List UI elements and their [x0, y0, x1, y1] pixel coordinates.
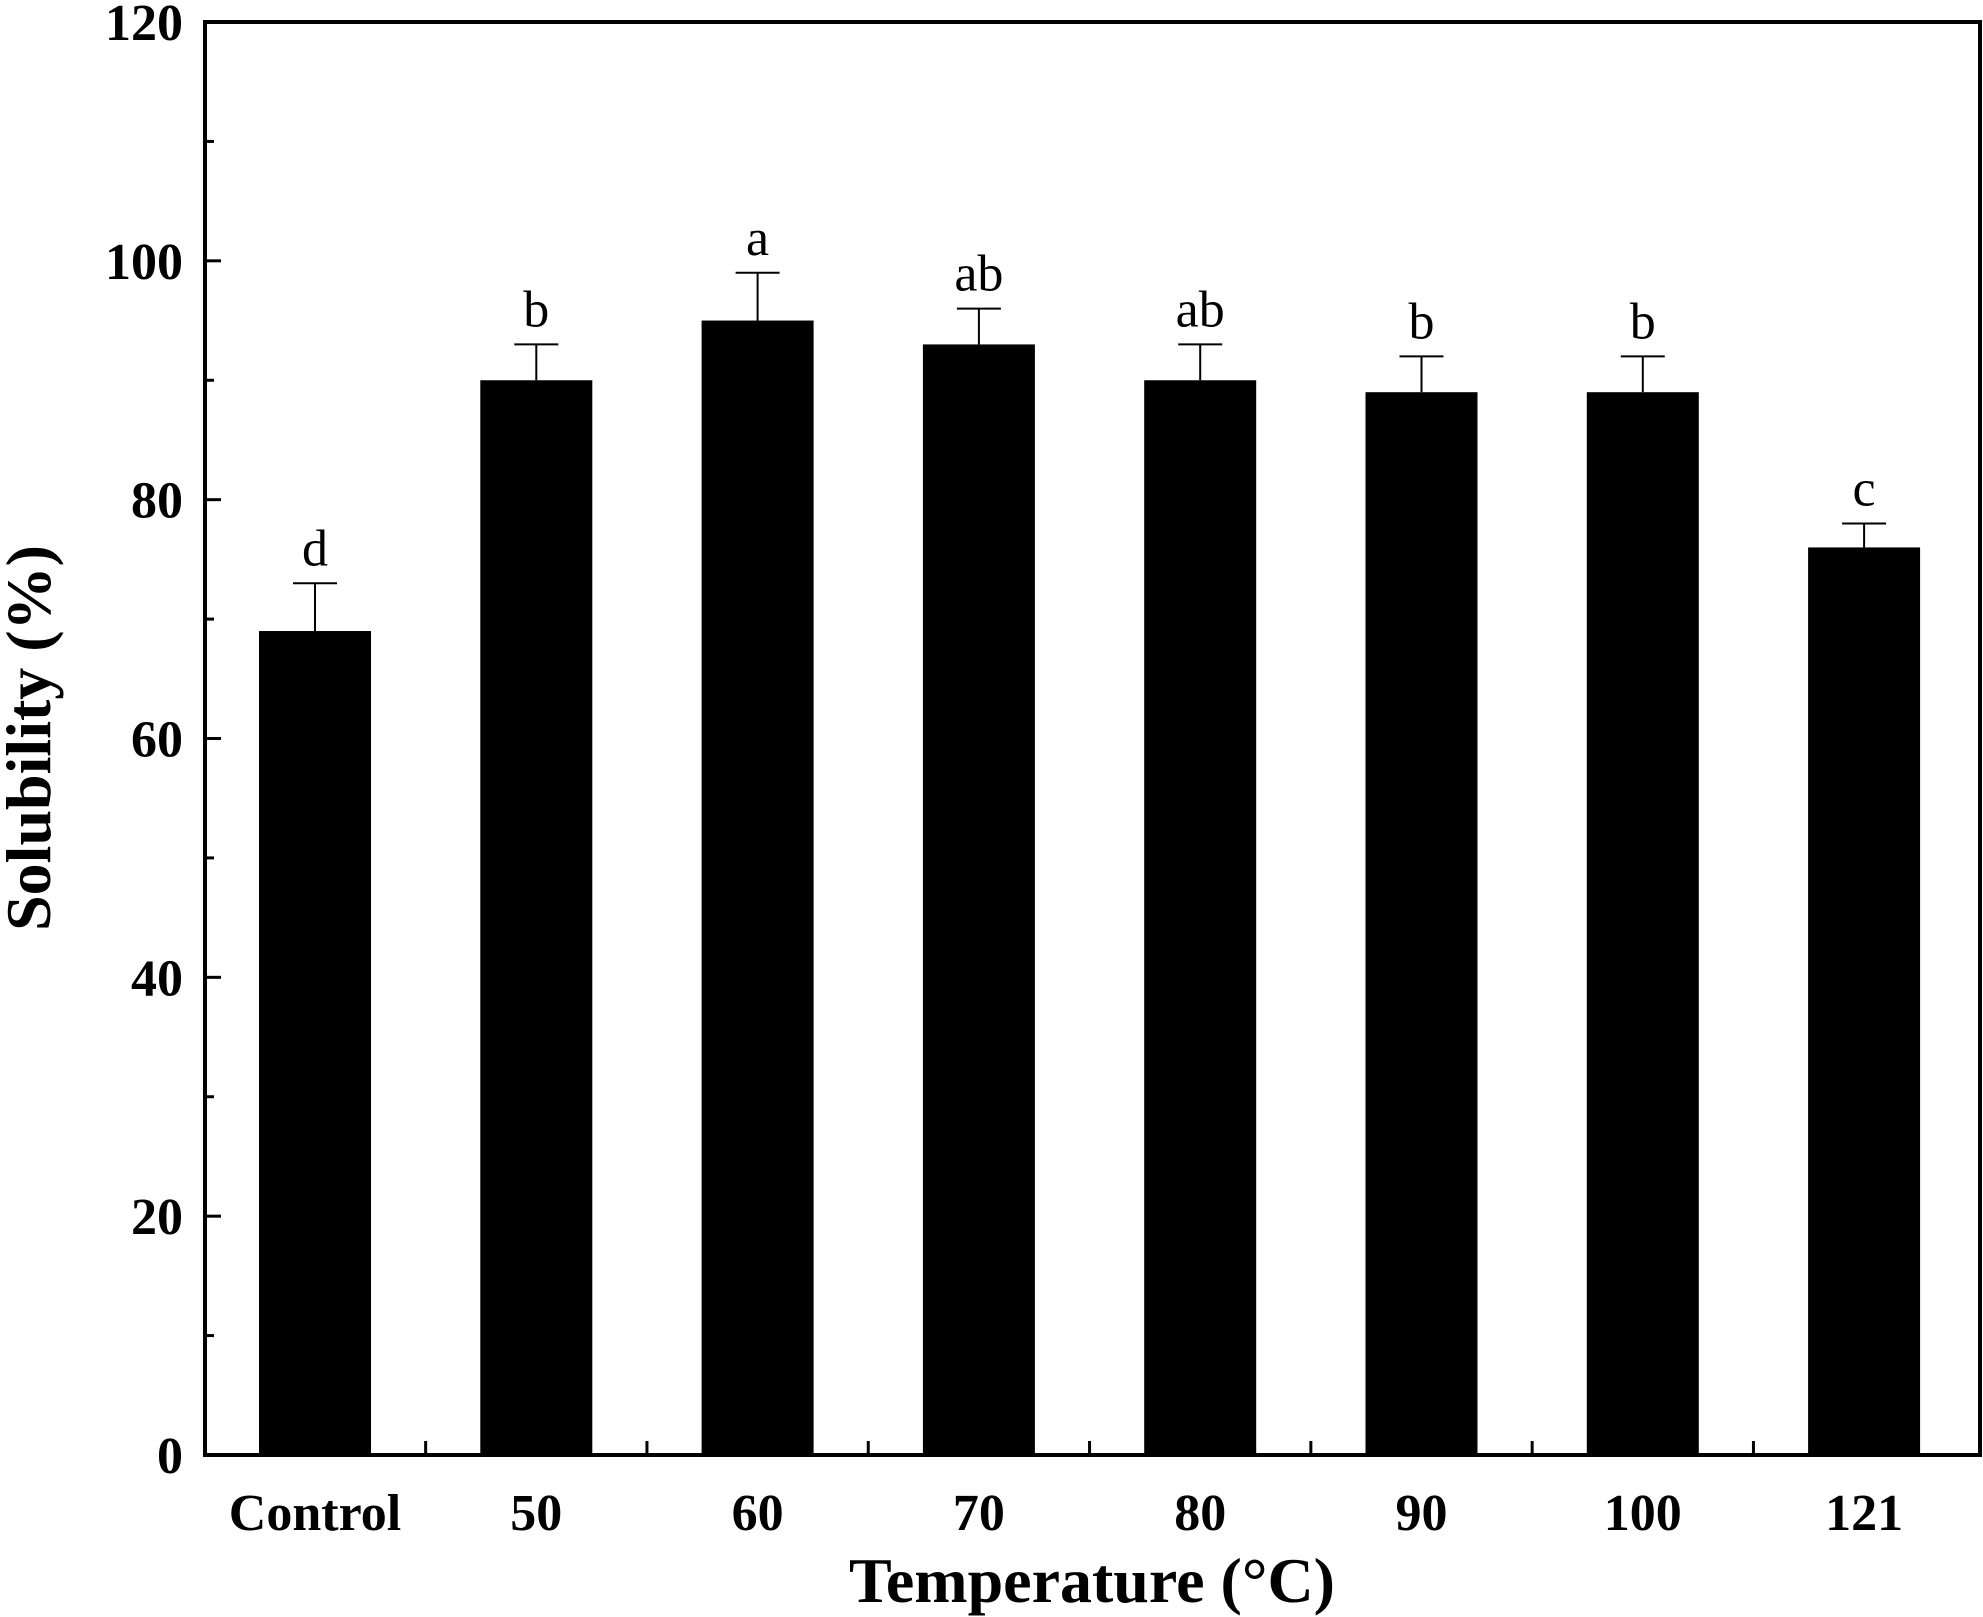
y-tick-label-0: 0 [157, 1428, 183, 1485]
y-axis-title: Solubility (%) [0, 545, 64, 931]
y-tick-label-40: 40 [131, 950, 183, 1007]
significance-label-70: ab [954, 246, 1003, 303]
y-tick-label-120: 120 [105, 0, 183, 52]
x-tick-label-121: 121 [1825, 1485, 1903, 1542]
x-tick-label-70: 70 [953, 1485, 1005, 1542]
significance-label-100: b [1630, 293, 1656, 350]
significance-labels-layer: d b a ab ab b b c [302, 210, 1876, 577]
significance-label-Control: d [302, 520, 328, 577]
x-tick-label-50: 50 [510, 1485, 562, 1542]
x-tick-label-60: 60 [732, 1485, 784, 1542]
x-tick-label-80: 80 [1174, 1485, 1226, 1542]
x-axis: Control 50 60 70 80 90 100 121 [229, 1441, 1903, 1542]
x-tick-label-100: 100 [1604, 1485, 1682, 1542]
y-tick-label-60: 60 [131, 712, 183, 769]
bar-90 [1365, 392, 1478, 1456]
y-tick-label-100: 100 [105, 234, 183, 291]
bar-121 [1808, 547, 1921, 1455]
bar-100 [1586, 392, 1699, 1456]
bar-50 [480, 380, 593, 1455]
bars-layer [259, 320, 1921, 1456]
significance-label-50: b [523, 281, 549, 338]
x-axis-title: Temperature (°C) [849, 1545, 1335, 1616]
bar-60 [701, 320, 814, 1456]
significance-label-121: c [1853, 461, 1876, 518]
significance-label-60: a [746, 210, 769, 267]
x-tick-label-90: 90 [1396, 1485, 1448, 1542]
error-bars-layer [293, 271, 1887, 632]
significance-label-90: b [1409, 293, 1435, 350]
y-axis: 0 20 40 60 80 100 120 [105, 0, 221, 1485]
significance-label-80: ab [1176, 281, 1225, 338]
bar-Control [259, 631, 371, 1455]
bar-70 [922, 344, 1035, 1455]
bar-80 [1144, 380, 1257, 1455]
y-tick-label-80: 80 [131, 473, 183, 530]
x-tick-label-Control: Control [229, 1485, 401, 1542]
plot-frame [203, 20, 1982, 1457]
y-tick-label-20: 20 [131, 1189, 183, 1246]
